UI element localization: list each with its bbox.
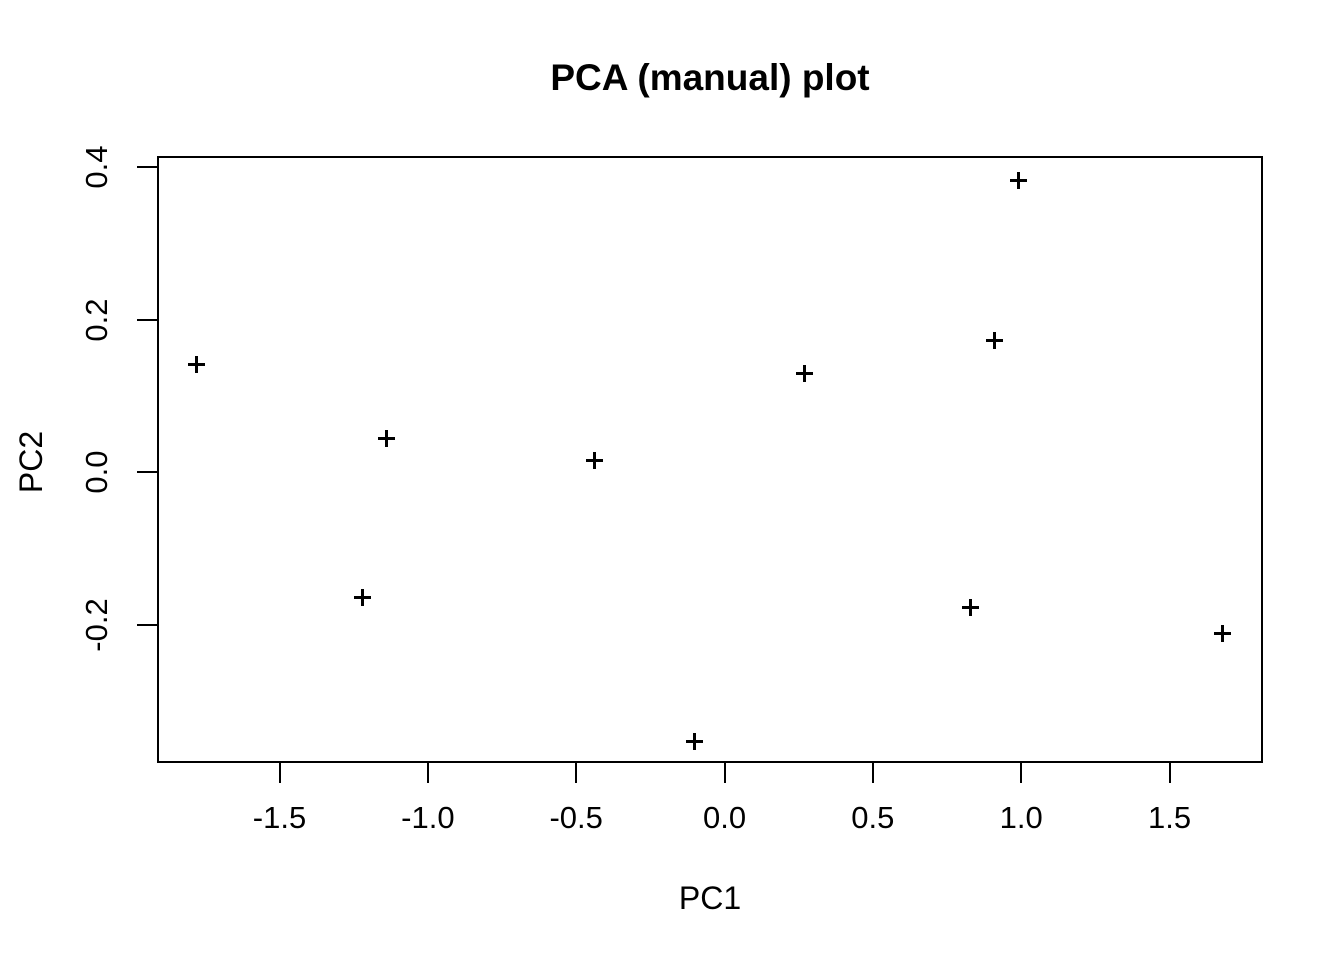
- y-axis-tick-mark: [137, 318, 157, 321]
- data-point-marker: [187, 356, 205, 374]
- plot-area: [157, 156, 1263, 763]
- x-axis-label: PC1: [678, 880, 742, 916]
- x-axis-tick-mark: [575, 763, 578, 783]
- x-axis-tick-mark: [723, 763, 726, 783]
- data-point-marker: [354, 589, 372, 607]
- x-axis-tick-label: -1.5: [252, 800, 307, 835]
- x-axis-tick-mark: [1168, 763, 1171, 783]
- x-axis-tick-mark: [871, 763, 874, 783]
- data-point-marker: [377, 430, 395, 448]
- plus-marker-vertical-bar: [1016, 171, 1020, 189]
- x-axis-tick-mark: [426, 763, 429, 783]
- plus-marker-vertical-bar: [693, 733, 697, 751]
- y-axis-tick-mark: [137, 165, 157, 168]
- plus-marker-vertical-bar: [361, 589, 365, 607]
- y-axis-tick-mark: [137, 471, 157, 474]
- x-axis-tick-label: 0.5: [851, 800, 895, 835]
- x-axis-tick-mark: [278, 763, 281, 783]
- plus-marker-vertical-bar: [384, 430, 388, 448]
- x-axis-tick-label: -1.0: [401, 800, 455, 835]
- data-point-marker: [1214, 625, 1232, 643]
- y-axis-label: PC2: [13, 430, 49, 494]
- data-point-marker: [986, 331, 1003, 349]
- y-axis-tick-label: 0.0: [79, 450, 114, 495]
- x-axis-tick-label: 1.0: [999, 800, 1043, 835]
- plus-marker-vertical-bar: [993, 331, 996, 349]
- x-axis-tick-label: 1.5: [1147, 800, 1192, 835]
- chart-title: PCA (manual) plot: [550, 57, 870, 98]
- y-axis-tick-mark: [137, 624, 157, 627]
- y-axis-tick-label: 0.4: [79, 145, 114, 189]
- plus-marker-vertical-bar: [592, 451, 596, 469]
- x-axis-tick-label: 0.0: [702, 800, 747, 835]
- x-axis-tick-mark: [1020, 763, 1023, 783]
- y-axis-tick-label: 0.2: [79, 298, 114, 342]
- plus-marker-vertical-bar: [803, 364, 807, 382]
- plus-marker-vertical-bar: [969, 599, 973, 617]
- x-axis-tick-label: -0.5: [549, 800, 603, 835]
- plus-marker-vertical-bar: [194, 356, 198, 374]
- plus-marker-vertical-bar: [1221, 625, 1225, 643]
- y-axis-tick-label: -0.2: [79, 598, 114, 653]
- data-point-marker: [796, 364, 814, 382]
- data-point-marker: [585, 451, 603, 469]
- data-point-marker: [686, 733, 704, 751]
- data-point-marker: [962, 599, 980, 617]
- data-point-marker: [1009, 171, 1027, 189]
